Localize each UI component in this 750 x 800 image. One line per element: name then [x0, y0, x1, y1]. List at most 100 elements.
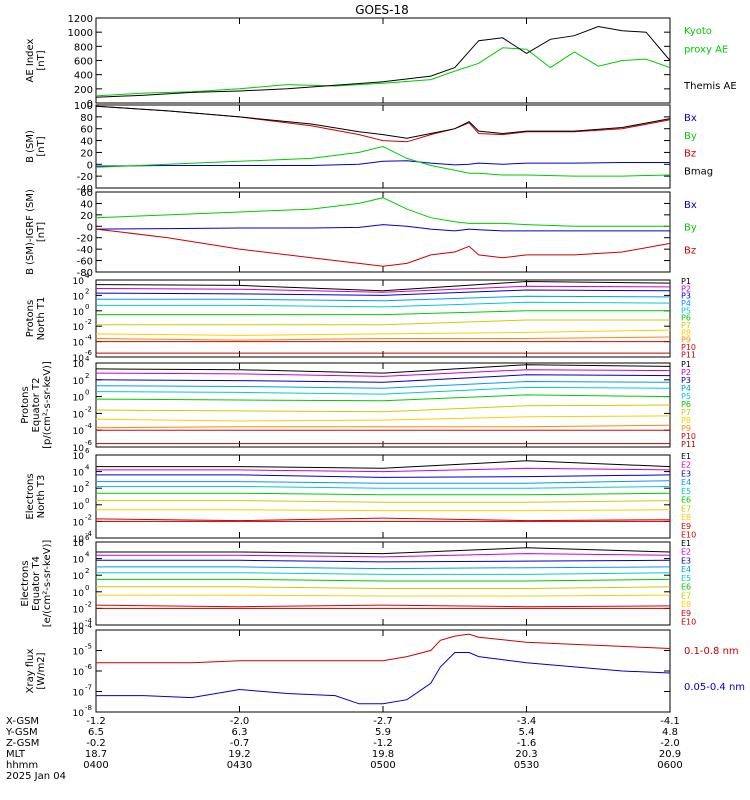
series-line-E7	[96, 586, 671, 589]
x-axis-value-z: -2.0	[660, 738, 680, 749]
legend-entry-P8: P8	[681, 328, 691, 337]
legend-entry-P2: P2	[681, 284, 691, 293]
y-tick-label: 10	[73, 410, 85, 420]
series-line-E6	[96, 578, 671, 582]
series-line-By	[95, 197, 670, 227]
legend-entry-P3: P3	[681, 376, 691, 385]
x-axis-value-x: -2.0	[230, 716, 250, 727]
x-axis-row-label: hhmm	[6, 760, 38, 771]
y-axis-label-line: North T1	[36, 297, 47, 341]
y-tick-exponent: -6	[85, 439, 93, 447]
y-tick-label: 10	[73, 605, 85, 615]
legend-entry-P1: P1	[681, 360, 691, 369]
legend-entry: By	[684, 223, 697, 234]
y-tick-label: 40	[80, 137, 93, 148]
series-line-E9	[95, 604, 671, 608]
y-tick-exponent: -4	[85, 334, 93, 342]
y-tick-label: 10	[73, 539, 85, 549]
legend-entry-E6: E6	[681, 583, 691, 592]
panel-frame	[95, 454, 671, 539]
y-axis-label: Xray flux[W/m2]	[25, 649, 47, 694]
x-axis-value-hhmm: 0400	[83, 760, 108, 771]
legend-entry-E1: E1	[681, 539, 691, 548]
y-tick-label: 1200	[68, 14, 93, 25]
series-line-E8	[96, 594, 671, 597]
series-line-P1	[95, 364, 671, 374]
series-line-E3	[96, 474, 671, 478]
series-line-P6	[96, 310, 670, 316]
y-tick-exponent: 2	[85, 287, 89, 295]
y-axis-label-line: Electrons	[25, 473, 36, 519]
y-axis-label: ElectronsNorth T3	[25, 473, 47, 519]
panel-frame	[95, 17, 671, 104]
legend-entry-P9: P9	[681, 424, 691, 433]
y-tick-exponent: 4	[85, 551, 90, 559]
y-axis-label-line: [nT]	[36, 136, 47, 156]
y-tick-label: 10	[73, 292, 85, 302]
y-tick-label: 10	[73, 394, 85, 404]
y-tick-label: 10	[73, 452, 85, 462]
legend-entry-P7: P7	[681, 408, 691, 417]
series-line-P4	[95, 380, 671, 389]
x-axis-value-mlt: 18.7	[85, 749, 107, 760]
legend-entry-P7: P7	[681, 321, 691, 330]
series-line-P3	[95, 374, 671, 383]
series-line-Bz	[95, 105, 671, 143]
x-axis-value-z: -0.7	[230, 738, 250, 749]
y-axis-label-line: Xray flux	[25, 649, 36, 694]
series-line-P9	[95, 424, 671, 429]
x-axis-value-x: -4.1	[660, 716, 680, 727]
legend-entry-E8: E8	[681, 600, 691, 609]
series-line-P7	[95, 404, 671, 413]
y-axis-label: AE Index[nT]	[25, 38, 47, 82]
y-axis-label-line: Protons	[20, 386, 31, 423]
x-axis-value-z: -0.2	[86, 738, 106, 749]
panel-frame	[95, 279, 671, 358]
legend-entry: Bmag	[684, 166, 713, 177]
y-axis-label-line: B (SM)-IGRF (SM)	[25, 189, 36, 275]
series-line-P2	[95, 285, 671, 293]
y-tick-label: 10	[73, 556, 85, 566]
y-tick-label: 10	[73, 354, 85, 364]
y-tick-label: 0	[87, 222, 93, 233]
y-tick-exponent: -4	[85, 617, 93, 625]
legend-entry: Bz	[684, 245, 696, 256]
series-line-E1	[96, 460, 671, 469]
y-tick-exponent: 2	[85, 567, 89, 575]
panel-frame	[95, 191, 671, 273]
series-line-E5	[96, 572, 671, 575]
y-axis-label-line: B (SM)	[25, 130, 36, 163]
y-tick-label: 10	[73, 502, 85, 512]
plot-title: GOES-18	[355, 3, 409, 17]
legend-entry-P10: P10	[681, 343, 696, 352]
y-tick-label: 20	[80, 211, 93, 222]
series-line-E5	[96, 486, 671, 489]
legend-entry-E9: E9	[681, 609, 691, 618]
y-tick-exponent: 0	[85, 497, 89, 505]
y-axis-label: B (SM)-IGRF (SM)[nT]	[25, 189, 47, 275]
panel-frame	[95, 629, 671, 713]
legend-entry-E2: E2	[681, 461, 691, 470]
y-axis-label-line: [p/(cm²-s-sr-keV)]	[42, 361, 53, 449]
series-line-P4	[96, 295, 671, 302]
y-axis-label-line: [nT]	[36, 222, 47, 242]
legend-entry-P6: P6	[681, 314, 691, 323]
series-line-P6	[95, 394, 671, 402]
x-axis-value-x: -3.4	[517, 716, 537, 727]
x-axis-value-x: -2.7	[373, 716, 393, 727]
legend-entry-P8: P8	[681, 416, 691, 425]
y-tick-label: 10	[73, 589, 85, 599]
legend-entry-E10: E10	[681, 531, 696, 540]
series-line-P5	[95, 386, 671, 395]
series-line-P2	[95, 369, 671, 377]
x-axis-row-label: X-GSM	[6, 716, 39, 727]
legend-entry: Bx	[684, 113, 697, 124]
series-line-E2	[96, 553, 671, 558]
series-line-E4	[96, 566, 671, 570]
y-tick-exponent: 4	[85, 272, 90, 280]
y-tick-label: 200	[74, 85, 93, 96]
